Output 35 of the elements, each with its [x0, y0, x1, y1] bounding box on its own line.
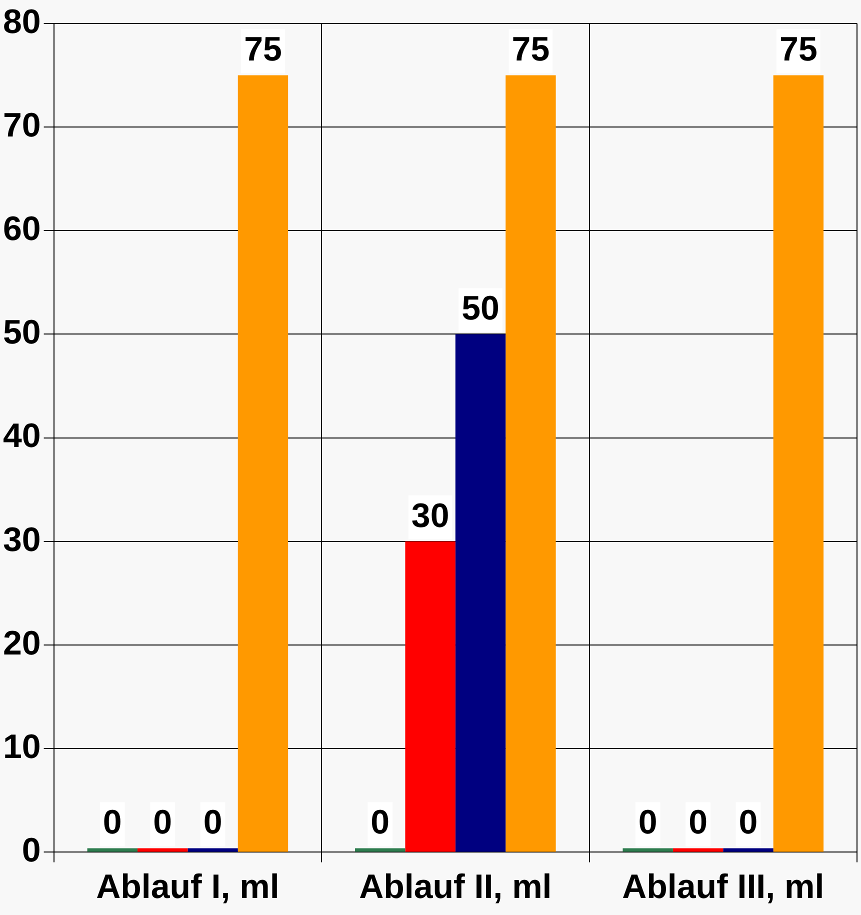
x-tick-label: Ablauf I, ml	[96, 868, 280, 906]
y-tick-label: 60	[2, 210, 41, 248]
bar	[506, 75, 556, 852]
data-label: 0	[153, 804, 172, 842]
y-tick-label: 20	[2, 624, 41, 662]
bar	[455, 334, 506, 852]
bar	[87, 848, 138, 852]
data-label: 0	[203, 804, 222, 842]
bar	[773, 75, 824, 852]
bar	[188, 848, 238, 852]
x-tick-label: Ablauf II, ml	[359, 868, 552, 906]
y-tick-label: 50	[2, 314, 41, 352]
data-label: 50	[462, 290, 500, 328]
y-tick-label: 30	[2, 520, 41, 559]
data-label: 0	[688, 804, 708, 842]
data-label: 75	[244, 30, 282, 69]
data-label: 0	[638, 804, 658, 842]
y-tick-label: 0	[22, 832, 41, 870]
y-tick-label: 80	[2, 2, 41, 41]
data-label: 0	[738, 804, 758, 842]
bar	[672, 848, 724, 852]
data-label: 75	[512, 30, 550, 69]
y-tick-label: 70	[2, 106, 41, 144]
y-tick-label: 40	[2, 417, 41, 456]
y-tick-label: 10	[2, 728, 41, 766]
data-label: 30	[411, 496, 450, 535]
bar	[238, 75, 288, 852]
data-label: 0	[370, 804, 390, 842]
bar	[723, 848, 774, 852]
data-label: 0	[102, 804, 122, 842]
bar	[622, 848, 673, 852]
bar	[137, 848, 188, 852]
x-tick-label: Ablauf III, ml	[622, 868, 824, 906]
data-label: 75	[780, 30, 818, 69]
bar	[355, 848, 406, 852]
